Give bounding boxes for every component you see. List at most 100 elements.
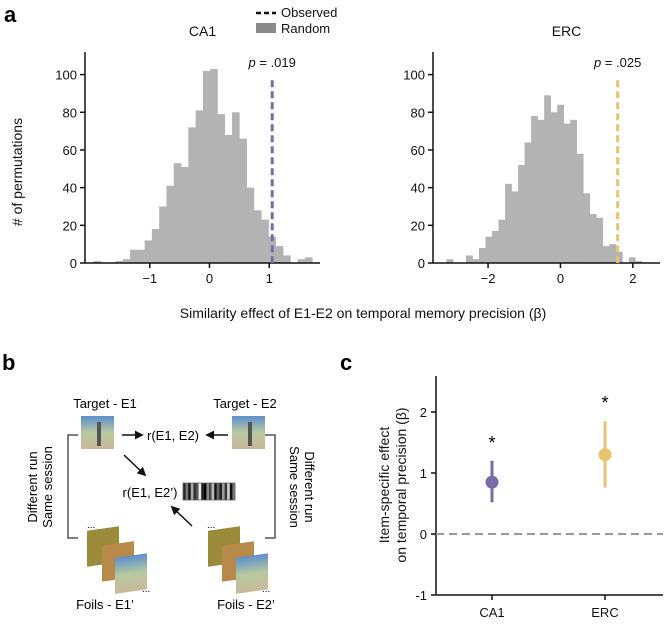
p-symbol: p (248, 55, 256, 70)
y-tick-label: 100 (403, 68, 425, 83)
barcode-stripe (201, 483, 204, 500)
histogram-bar (557, 104, 565, 263)
x-tick-label: 0 (557, 271, 564, 286)
histogram-bar (224, 134, 233, 263)
chart-title: ERC (552, 23, 582, 39)
histogram-bar (570, 119, 578, 263)
p-value-label: p = .019 (248, 55, 296, 70)
histogram-bar (628, 257, 636, 263)
legend-observed-label: Observed (281, 5, 337, 20)
histogram-bar (151, 229, 160, 263)
histogram-bar (253, 210, 262, 263)
histogram-bar (173, 163, 182, 263)
y-tick-label: 60 (411, 143, 425, 158)
histogram-bar (635, 261, 643, 263)
barcode-stripe (206, 483, 210, 500)
arrow-diag-up-icon (170, 505, 193, 527)
y-tick-label: 80 (411, 105, 425, 120)
barcode-stripe (190, 483, 194, 500)
ellipsis: ... (262, 584, 270, 595)
p-value-label: p = .025 (593, 55, 641, 70)
histogram-bar (144, 240, 153, 263)
y-tick-label: 0 (418, 256, 425, 271)
x-tick-label: −2 (481, 271, 496, 286)
r-e1-e2prime-label: r(E1, E2’) (123, 485, 178, 500)
histogram-bar (202, 70, 211, 263)
barcode-stripe (219, 483, 223, 500)
histogram-bar (130, 249, 138, 263)
y-tick-label: 0 (420, 527, 427, 542)
histogram-bar (485, 236, 493, 263)
ellipsis: ... (142, 584, 150, 595)
pattern-barcode (182, 482, 236, 501)
x-tick-label: CA1 (479, 605, 504, 620)
barcode-stripe (224, 483, 228, 500)
x-tick-label: 2 (629, 271, 636, 286)
right-note-1: Different run (302, 451, 317, 522)
histogram-bar (479, 247, 486, 263)
foils-e1-label: Foils - E1’ (76, 597, 134, 612)
y-tick-label: 20 (63, 218, 77, 233)
panel-label-c: c (340, 350, 352, 375)
barcode-stripe (203, 483, 207, 500)
target-e2-image (232, 416, 265, 449)
left-bracket (67, 434, 78, 539)
histogram-bar (283, 255, 291, 263)
legend: Observed Random (256, 5, 337, 36)
histogram-bar (446, 259, 454, 263)
histogram-bar (550, 112, 558, 264)
barcode-stripe (216, 483, 220, 500)
x-tick-label: −1 (142, 271, 157, 286)
histogram-bar (563, 123, 571, 263)
histogram-bar (609, 244, 617, 263)
histogram-bar (93, 261, 102, 263)
y-tick-label: 40 (63, 181, 77, 196)
r-e1-e2-label: r(E1, E2) (147, 428, 199, 443)
histogram-bar (275, 246, 284, 263)
barcode-stripe (196, 483, 199, 500)
histogram-bar (602, 246, 610, 263)
x-tick-label: 1 (266, 271, 273, 286)
barcode-stripe (232, 483, 236, 500)
barcode-stripe (198, 483, 202, 500)
barcode-stripe (183, 483, 186, 500)
legend-random-label: Random (281, 21, 330, 36)
barcode-frame (182, 482, 236, 501)
x-axis-label-a: Similarity effect of E1-E2 on temporal m… (180, 305, 546, 321)
y-tick-label: 1 (420, 466, 427, 481)
histogram-ca1: 0 20 40 60 80 100 −1 0 1 p = .019 CA1 (55, 23, 320, 286)
barcode-stripe (214, 483, 217, 500)
histogram-bar (583, 193, 591, 263)
left-note-2: Same session (40, 446, 55, 528)
histogram-bar (304, 257, 313, 263)
barcode-stripe (211, 483, 215, 500)
y-axis-label-a: # of permutations (9, 118, 25, 226)
diagram-b: Target - E1 Target - E2 r(E1, E2) r(E1, … (25, 396, 317, 612)
histogram-bar (159, 206, 167, 263)
pointrange-chart-c: -1 0 1 2 CA1 * ERC * (415, 376, 663, 620)
target-e1-label: Target - E1 (73, 396, 137, 411)
x-tick-label: 0 (206, 271, 213, 286)
panel-label-b: b (2, 350, 15, 375)
barcode-stripe (229, 483, 233, 500)
target-e2-label: Target - E2 (213, 396, 277, 411)
chart-title: CA1 (189, 23, 216, 39)
p-value: = .019 (256, 55, 296, 70)
y-tick-label: 100 (55, 68, 77, 83)
histogram-bar (297, 259, 306, 263)
histogram-bar (261, 219, 269, 263)
significance-star: * (488, 433, 495, 453)
histogram-bar (524, 142, 532, 263)
foils-e1-stack (87, 526, 147, 594)
histogram-bar (596, 217, 604, 263)
histogram-bar (531, 116, 538, 263)
histogram-bar (492, 230, 499, 263)
ellipsis: ... (207, 520, 215, 531)
histogram-bar (544, 95, 551, 264)
histogram-bar (188, 127, 196, 263)
y-tick-label: -1 (415, 588, 427, 603)
histogram-bar (246, 187, 255, 263)
histogram-bar (589, 214, 597, 263)
histogram-bar (232, 112, 240, 264)
histogram-bar (137, 249, 145, 263)
